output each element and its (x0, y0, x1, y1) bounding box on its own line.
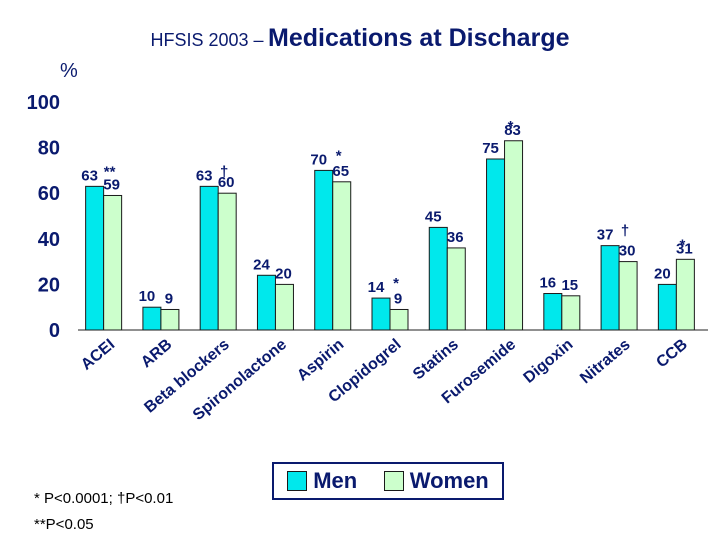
y-tick-label: 80 (38, 138, 60, 160)
data-label-men: 75 (482, 140, 499, 157)
bar-men (142, 306, 162, 331)
significance-marker: * (393, 275, 399, 292)
data-label-men: 10 (139, 288, 156, 305)
significance-marker: * (679, 236, 685, 253)
data-label-women: 31 (676, 240, 693, 257)
data-label-women: 36 (447, 229, 464, 246)
legend-label-women: Women (409, 468, 489, 493)
footnote-significance-2: **P<0.05 (34, 516, 94, 533)
bar-men (657, 283, 677, 331)
significance-marker: * (336, 147, 342, 164)
bar-women (675, 258, 695, 331)
data-label-men: 14 (368, 279, 385, 296)
legend-label-men: Men (313, 468, 358, 493)
data-label-men: 70 (310, 151, 327, 168)
significance-marker: † (621, 223, 629, 240)
bar-women (274, 283, 294, 331)
legend-item-men: Men (287, 468, 357, 494)
data-label-women: 60 (218, 174, 235, 191)
x-category-label: Digoxin (521, 336, 577, 387)
significance-marker: † (220, 163, 228, 180)
bar-men (600, 245, 620, 331)
significance-marker: * (508, 118, 514, 135)
bar-women (160, 308, 180, 331)
data-label-women: 9 (394, 290, 402, 307)
x-category-label: Nitrates (577, 336, 634, 387)
data-label-women: 20 (275, 265, 292, 282)
data-label-women: 59 (103, 176, 120, 193)
data-label-women: 30 (619, 243, 636, 260)
data-label-women: 83 (504, 122, 521, 139)
bar-men (428, 226, 448, 331)
chart-title-prefix: HFSIS 2003 – (150, 30, 264, 50)
bar-men (85, 185, 105, 331)
footnote-significance-1: * P<0.0001; †P<0.01 (34, 490, 174, 507)
x-category-label: Statins (410, 336, 462, 383)
bar-women (618, 261, 638, 331)
data-label-men: 24 (253, 256, 270, 273)
data-label-women: 15 (561, 277, 578, 294)
data-label-women: 65 (332, 163, 349, 180)
y-tick-label: 60 (38, 183, 60, 205)
data-label-men: 20 (654, 265, 671, 282)
x-category-label: ACEI (78, 336, 118, 374)
y-tick-label: 20 (38, 274, 60, 296)
bar-women (561, 295, 581, 331)
legend-swatch-women (383, 471, 404, 491)
bar-women (217, 192, 237, 331)
data-label-men: 63 (196, 167, 213, 184)
bar-women (103, 194, 123, 331)
data-label-men: 45 (425, 208, 442, 225)
x-category-label: Aspirin (294, 336, 347, 384)
significance-marker: ** (104, 163, 116, 180)
data-label-men: 37 (597, 227, 614, 244)
bar-men (256, 274, 276, 331)
y-tick-label: 0 (49, 320, 60, 342)
bar-men (486, 158, 506, 331)
data-label-women: 9 (165, 290, 173, 307)
data-label-men: 63 (81, 167, 98, 184)
y-axis-unit-label: % (60, 60, 78, 82)
bar-women (504, 140, 524, 331)
y-tick-label: 100 (27, 92, 60, 114)
bar-women (332, 181, 352, 331)
x-category-label: CCB (653, 336, 690, 371)
y-tick-label: 40 (38, 229, 60, 251)
legend-item-women: Women (383, 468, 489, 494)
chart-title: HFSIS 2003 – Medications at Discharge (0, 24, 720, 53)
bar-women (446, 247, 466, 331)
bar-men (314, 169, 334, 331)
x-category-label: ARB (138, 336, 175, 371)
data-label-men: 16 (539, 275, 556, 292)
bar-men (371, 297, 391, 331)
bar-women (389, 308, 409, 331)
bar-men (199, 185, 219, 331)
bar-men (543, 293, 563, 331)
legend: Men Women (272, 462, 504, 500)
chart-title-main: Medications at Discharge (268, 24, 570, 52)
legend-swatch-men (287, 471, 308, 491)
